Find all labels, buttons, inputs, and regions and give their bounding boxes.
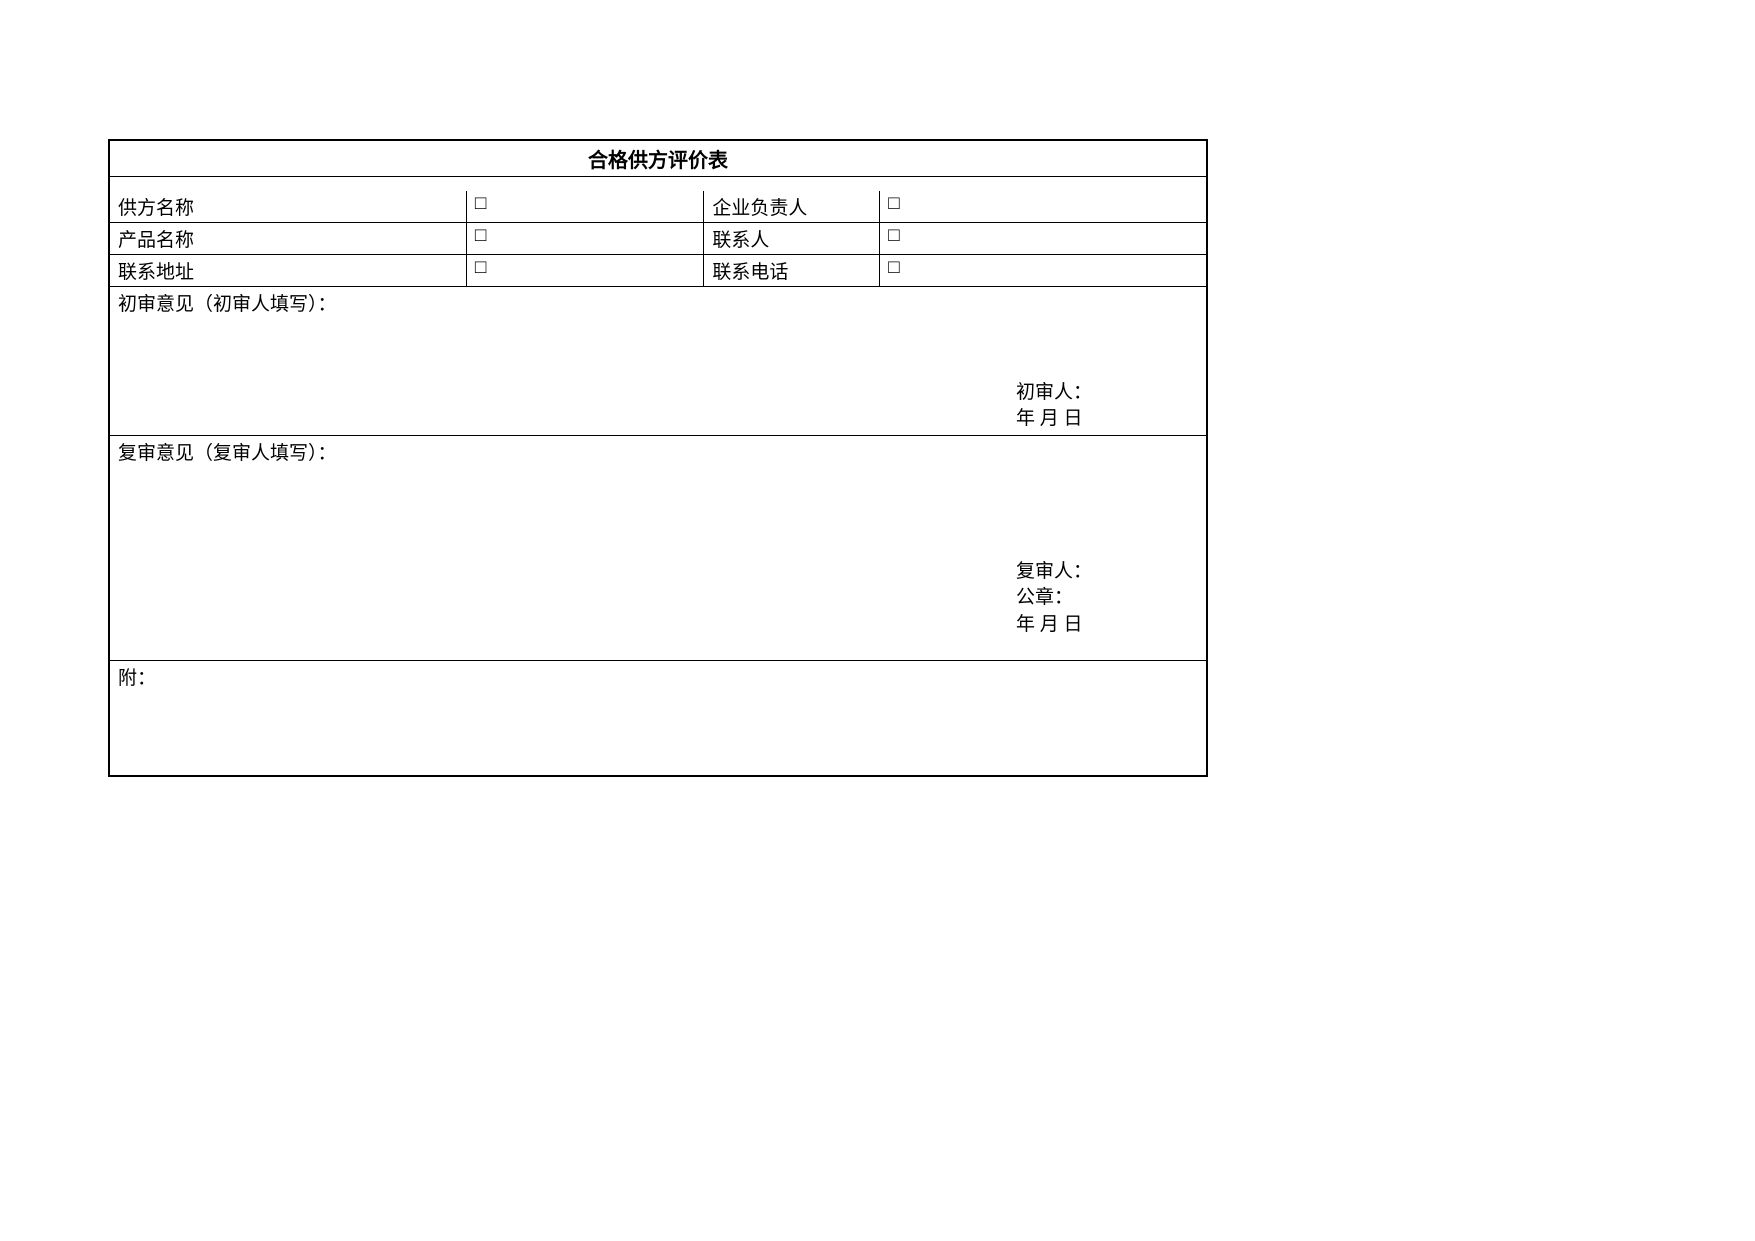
- initial-review-header: 初审意见（初审人填写）：: [118, 289, 1198, 316]
- reexam-seal-label: 公章：: [1016, 585, 1198, 612]
- reexam-section: 复审意见（复审人填写）： 复审人： 公章： 年 月 日: [109, 435, 1207, 661]
- attachment-row: 附：: [109, 661, 1207, 776]
- enterprise-manager-label: 企业负责人: [704, 191, 880, 223]
- supplier-name-label: 供方名称: [109, 191, 466, 223]
- contact-address-value[interactable]: □: [466, 254, 704, 286]
- initial-review-date: 年 月 日: [1016, 406, 1198, 433]
- contact-address-label: 联系地址: [109, 254, 466, 286]
- reexam-signature: 复审人： 公章： 年 月 日: [118, 559, 1198, 639]
- product-name-value[interactable]: □: [466, 222, 704, 254]
- title-row: 合格供方评价表: [109, 140, 1207, 177]
- attachment-label: 附：: [118, 663, 1198, 690]
- reexam-row: 复审意见（复审人填写）： 复审人： 公章： 年 月 日: [109, 435, 1207, 661]
- contact-phone-value[interactable]: □: [880, 254, 1207, 286]
- initial-reviewer-label: 初审人：: [1016, 380, 1198, 407]
- supplier-name-value[interactable]: □: [466, 191, 704, 223]
- contact-phone-label: 联系电话: [704, 254, 880, 286]
- spacer-row: [109, 177, 1207, 191]
- contact-person-label: 联系人: [704, 222, 880, 254]
- reexam-signer-label: 复审人：: [1016, 559, 1198, 586]
- initial-review-section: 初审意见（初审人填写）： 初审人： 年 月 日: [109, 286, 1207, 435]
- attachment-section: 附：: [109, 661, 1207, 776]
- info-row-2: 产品名称 □ 联系人 □: [109, 222, 1207, 254]
- reexam-header: 复审意见（复审人填写）：: [118, 438, 1198, 465]
- initial-review-row: 初审意见（初审人填写）： 初审人： 年 月 日: [109, 286, 1207, 435]
- form-title: 合格供方评价表: [109, 140, 1207, 177]
- supplier-evaluation-form: 合格供方评价表 供方名称 □ 企业负责人 □ 产品名称 □ 联系人 □ 联系地址…: [108, 139, 1208, 777]
- initial-review-body[interactable]: [118, 320, 1198, 380]
- initial-review-signature: 初审人： 年 月 日: [118, 380, 1198, 433]
- info-row-1: 供方名称 □ 企业负责人 □: [109, 191, 1207, 223]
- contact-person-value[interactable]: □: [880, 222, 1207, 254]
- reexam-date: 年 月 日: [1016, 612, 1198, 639]
- info-row-3: 联系地址 □ 联系电话 □: [109, 254, 1207, 286]
- enterprise-manager-value[interactable]: □: [880, 191, 1207, 223]
- reexam-body[interactable]: [118, 469, 1198, 559]
- product-name-label: 产品名称: [109, 222, 466, 254]
